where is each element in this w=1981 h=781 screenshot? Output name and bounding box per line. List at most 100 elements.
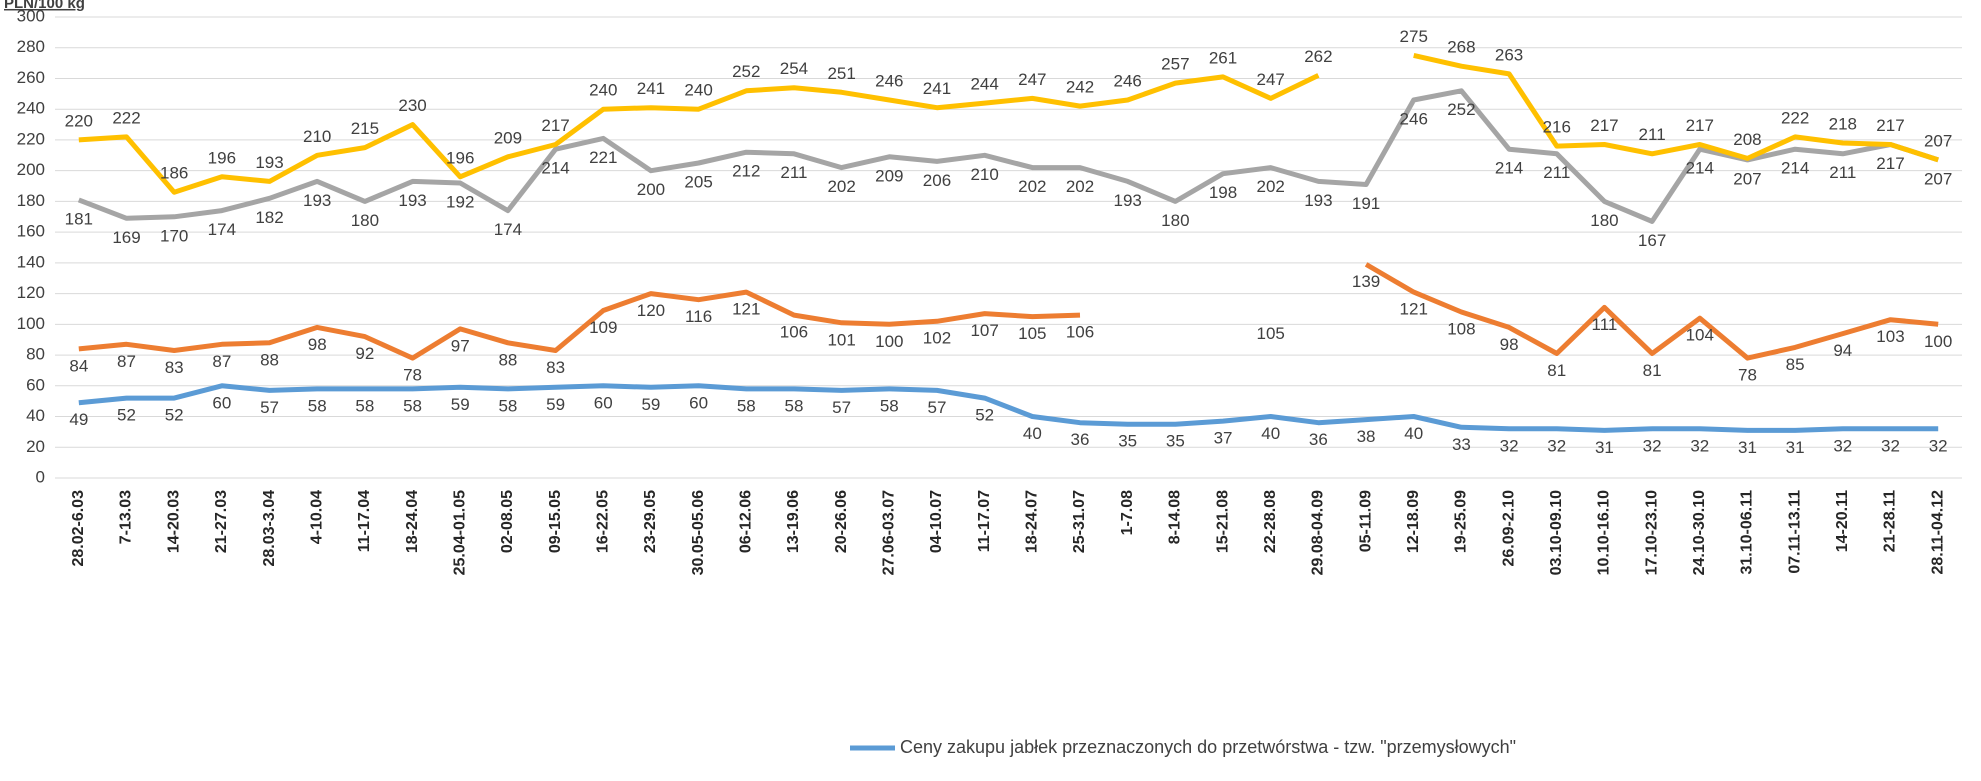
data-label: 246 xyxy=(1114,71,1142,90)
data-label: 104 xyxy=(1686,326,1714,345)
x-tick-label: 21-28.11 xyxy=(1882,490,1899,552)
x-tick-label: 14-20.11 xyxy=(1834,490,1851,552)
data-label: 191 xyxy=(1352,194,1380,213)
data-label: 193 xyxy=(1114,191,1142,210)
data-label: 242 xyxy=(1066,78,1094,97)
y-tick-label: 80 xyxy=(26,345,45,364)
data-label: 241 xyxy=(637,79,665,98)
x-tick-label: 27.06-03.07 xyxy=(881,490,898,576)
data-label: 196 xyxy=(208,148,236,167)
y-tick-label: 260 xyxy=(17,68,45,87)
data-label: 33 xyxy=(1452,435,1471,454)
data-label: 261 xyxy=(1209,48,1237,67)
data-label: 244 xyxy=(970,75,998,94)
data-label: 170 xyxy=(160,226,188,245)
data-label: 210 xyxy=(303,127,331,146)
x-tick-label: 1-7.08 xyxy=(1119,490,1136,535)
data-label: 193 xyxy=(398,191,426,210)
data-label: 209 xyxy=(494,128,522,147)
data-label: 85 xyxy=(1786,355,1805,374)
x-tick-label: 28.02-6.03 xyxy=(70,490,87,567)
data-label: 214 xyxy=(541,159,569,178)
y-tick-label: 100 xyxy=(17,314,45,333)
data-label: 32 xyxy=(1690,436,1709,455)
data-label: 100 xyxy=(875,332,903,351)
data-label: 35 xyxy=(1118,432,1137,451)
data-label: 257 xyxy=(1161,55,1189,74)
x-tick-label: 15-21.08 xyxy=(1214,490,1231,553)
data-label: 275 xyxy=(1400,27,1428,46)
data-label: 181 xyxy=(65,209,93,228)
x-tick-label: 30.05-05.06 xyxy=(690,490,707,576)
data-label: 207 xyxy=(1924,169,1952,188)
x-tick-label: 14-20.03 xyxy=(165,490,182,553)
data-label: 98 xyxy=(1500,335,1519,354)
data-label: 36 xyxy=(1071,430,1090,449)
y-tick-label: 280 xyxy=(17,37,45,56)
data-label: 182 xyxy=(255,208,283,227)
y-tick-label: 160 xyxy=(17,222,45,241)
x-tick-label: 18-24.04 xyxy=(404,490,421,553)
x-tick-label: 4-10.04 xyxy=(308,490,325,544)
data-label: 139 xyxy=(1352,272,1380,291)
y-tick-label: 140 xyxy=(17,252,45,271)
y-tick-label: 60 xyxy=(26,375,45,394)
data-label: 32 xyxy=(1643,436,1662,455)
data-label: 174 xyxy=(208,220,236,239)
x-tick-label: 24.10-30.10 xyxy=(1691,490,1708,576)
data-label: 52 xyxy=(165,406,184,425)
data-label: 31 xyxy=(1786,438,1805,457)
x-tick-label: 04-10.07 xyxy=(928,490,945,553)
y-tick-label: 220 xyxy=(17,129,45,148)
data-label: 58 xyxy=(403,396,422,415)
data-label: 58 xyxy=(355,396,374,415)
data-label: 100 xyxy=(1924,332,1952,351)
x-tick-label: 03.10-09.10 xyxy=(1548,490,1565,576)
data-label: 193 xyxy=(255,153,283,172)
data-label: 212 xyxy=(732,162,760,181)
data-label: 83 xyxy=(165,358,184,377)
data-label: 109 xyxy=(589,318,617,337)
data-label: 222 xyxy=(1781,108,1809,127)
data-label: 102 xyxy=(923,329,951,348)
legend-label: Ceny zakupu jabłek przeznaczonych do prz… xyxy=(900,737,1516,757)
data-label: 40 xyxy=(1023,424,1042,443)
data-label: 247 xyxy=(1257,70,1285,89)
x-tick-label: 25-31.07 xyxy=(1071,490,1088,553)
data-label: 92 xyxy=(355,344,374,363)
x-tick-label: 09-15.05 xyxy=(547,490,564,553)
data-label: 217 xyxy=(1876,154,1904,173)
x-tick-label: 23-29.05 xyxy=(642,490,659,553)
data-label: 215 xyxy=(351,119,379,138)
data-label: 222 xyxy=(112,108,140,127)
x-tick-label: 20-26.06 xyxy=(833,490,850,553)
data-label: 58 xyxy=(785,396,804,415)
x-tick-label: 28.11-04.12 xyxy=(1929,490,1946,575)
data-label: 87 xyxy=(212,352,231,371)
data-label: 106 xyxy=(1066,323,1094,342)
y-tick-label: 300 xyxy=(17,6,45,25)
data-label: 207 xyxy=(1733,169,1761,188)
series-line xyxy=(78,262,1939,361)
data-label: 202 xyxy=(1257,177,1285,196)
data-label: 262 xyxy=(1304,47,1332,66)
data-label: 211 xyxy=(1829,163,1856,182)
y-tick-label: 240 xyxy=(17,99,45,118)
x-tick-label: 18-24.07 xyxy=(1024,490,1041,553)
data-label: 32 xyxy=(1929,436,1948,455)
data-label: 60 xyxy=(212,393,231,412)
data-label: 32 xyxy=(1500,436,1519,455)
data-label: 200 xyxy=(637,180,665,199)
data-label: 120 xyxy=(637,301,665,320)
data-label: 52 xyxy=(117,406,136,425)
data-label: 88 xyxy=(260,350,279,369)
data-label: 196 xyxy=(446,148,474,167)
data-label: 94 xyxy=(1833,341,1852,360)
data-label: 208 xyxy=(1733,130,1761,149)
data-label: 88 xyxy=(498,350,517,369)
data-label: 174 xyxy=(494,220,522,239)
data-label: 49 xyxy=(69,410,88,429)
data-label: 101 xyxy=(827,330,855,349)
data-label: 211 xyxy=(1543,163,1570,182)
data-label: 167 xyxy=(1638,231,1666,250)
